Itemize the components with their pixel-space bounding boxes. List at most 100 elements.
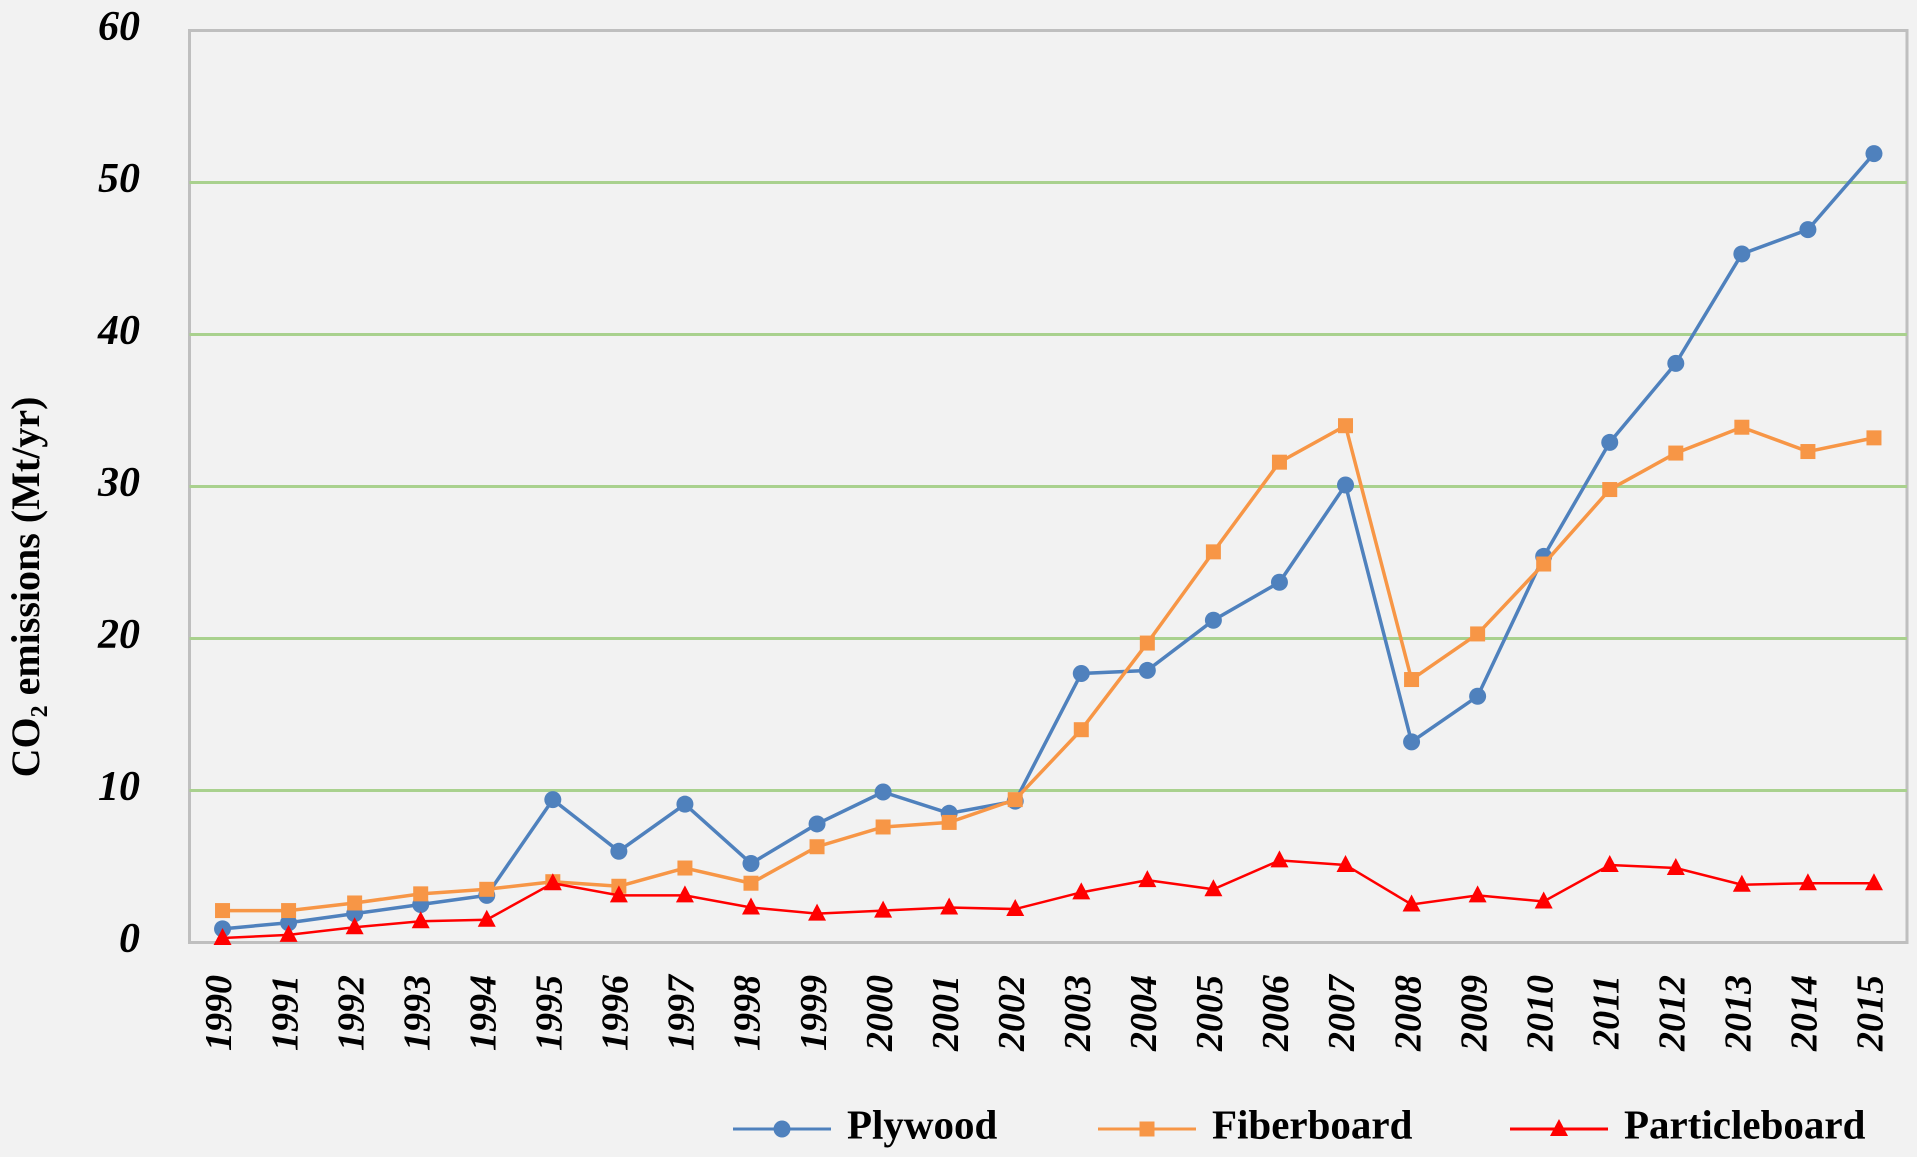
- legend-label: Plywood: [847, 1101, 998, 1147]
- marker: [345, 917, 364, 935]
- x-tick-label: 2007: [1321, 973, 1363, 1052]
- marker: [677, 860, 693, 876]
- marker: [1668, 445, 1684, 461]
- marker: [1864, 873, 1883, 891]
- marker: [808, 903, 827, 921]
- marker: [610, 842, 628, 860]
- marker: [874, 783, 892, 801]
- marker: [1865, 145, 1883, 163]
- marker: [347, 895, 363, 911]
- x-tick-label: 2011: [1585, 975, 1627, 1050]
- marker: [1402, 894, 1421, 912]
- marker: [773, 1120, 791, 1138]
- x-tick-label: 1991: [264, 975, 306, 1051]
- x-tick-label: 2008: [1387, 975, 1429, 1052]
- marker: [280, 914, 298, 932]
- marker: [1800, 444, 1816, 460]
- marker: [1733, 245, 1751, 263]
- series-line: [222, 859, 1874, 940]
- x-tick-label: 2001: [925, 975, 967, 1052]
- marker: [1270, 573, 1288, 591]
- marker: [1338, 418, 1354, 434]
- marker: [1073, 722, 1089, 738]
- marker: [1404, 672, 1420, 688]
- marker: [1536, 556, 1552, 572]
- series-line: [222, 423, 1875, 913]
- x-tick-label: 2002: [991, 975, 1033, 1052]
- x-tick-label: 2010: [1519, 975, 1561, 1052]
- marker: [1470, 626, 1486, 642]
- y-tick-label: 30: [97, 460, 140, 506]
- marker: [281, 903, 297, 919]
- marker: [1732, 874, 1751, 892]
- marker: [808, 815, 826, 833]
- x-tick-label: 1999: [793, 975, 835, 1051]
- marker: [1600, 854, 1619, 872]
- y-axis-label: CO₂ emissions (Mt/yr): [3, 397, 48, 778]
- marker: [1734, 419, 1750, 435]
- marker: [1007, 792, 1023, 808]
- marker: [676, 795, 694, 813]
- marker: [1139, 635, 1155, 651]
- x-tick-label: 1996: [595, 975, 637, 1051]
- marker: [213, 927, 232, 945]
- marker: [940, 897, 959, 915]
- x-tick-label: 2014: [1784, 975, 1826, 1052]
- marker: [874, 900, 893, 918]
- y-tick-label: 20: [97, 612, 140, 658]
- x-tick-label: 1994: [462, 975, 504, 1051]
- x-tick-label: 2013: [1718, 975, 1760, 1052]
- x-tick-label: 1998: [727, 975, 769, 1051]
- x-tick-label: 2009: [1453, 975, 1495, 1052]
- marker: [1270, 850, 1289, 868]
- marker: [544, 791, 562, 809]
- x-tick-label: 2003: [1057, 975, 1099, 1052]
- marker: [609, 885, 628, 903]
- x-tick-label: 1990: [198, 975, 240, 1051]
- marker: [941, 814, 957, 830]
- marker: [1666, 858, 1685, 876]
- marker: [1337, 476, 1355, 494]
- marker: [1205, 544, 1221, 560]
- x-tick-label: 1995: [529, 975, 571, 1051]
- marker: [741, 897, 760, 915]
- x-tick-label: 1993: [396, 975, 438, 1051]
- y-tick-label: 10: [98, 764, 140, 810]
- marker: [479, 881, 495, 897]
- marker: [1271, 454, 1287, 470]
- marker: [413, 886, 429, 902]
- marker: [675, 885, 694, 903]
- marker: [1072, 882, 1091, 900]
- y-tick-label: 0: [119, 916, 140, 962]
- marker: [1534, 891, 1553, 909]
- x-tick-label: 2005: [1189, 975, 1231, 1052]
- marker: [1866, 430, 1882, 446]
- x-tick-label: 2000: [859, 975, 901, 1052]
- marker: [742, 854, 760, 872]
- marker: [1204, 879, 1223, 897]
- y-tick-label: 50: [98, 156, 140, 202]
- marker: [1139, 1121, 1155, 1137]
- marker: [1799, 221, 1817, 239]
- x-tick-label: 2015: [1850, 975, 1892, 1052]
- legend-label: Fiberboard: [1212, 1101, 1413, 1147]
- marker: [1072, 664, 1090, 682]
- marker: [1550, 1119, 1568, 1136]
- marker: [1468, 885, 1487, 903]
- y-tick-label: 60: [98, 4, 140, 50]
- marker: [1798, 873, 1817, 891]
- marker: [1403, 733, 1421, 751]
- marker: [1667, 354, 1685, 372]
- marker: [1138, 870, 1157, 888]
- x-tick-label: 1997: [661, 973, 703, 1051]
- marker: [1138, 661, 1156, 679]
- x-tick-label: 2012: [1652, 975, 1694, 1052]
- x-tick-label: 2004: [1123, 975, 1165, 1052]
- marker: [215, 903, 231, 919]
- marker: [1469, 687, 1487, 705]
- marker: [1601, 433, 1619, 451]
- x-tick-label: 1992: [330, 975, 372, 1051]
- series-line: [222, 152, 1876, 931]
- marker: [543, 873, 562, 891]
